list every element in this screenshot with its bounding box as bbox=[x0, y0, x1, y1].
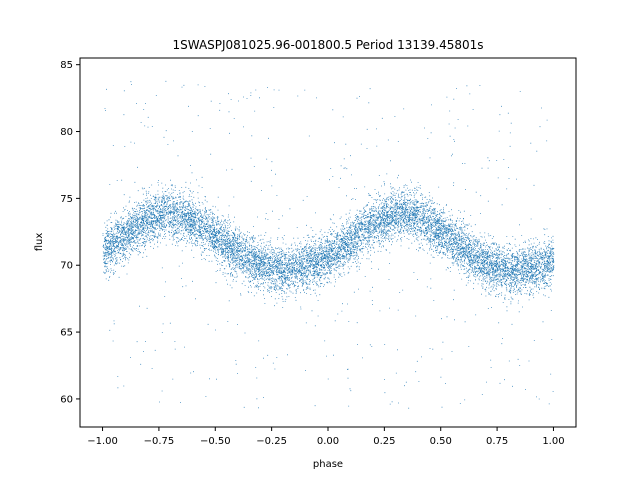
x-tick-label: −0.25 bbox=[256, 436, 287, 447]
y-tick-label: 60 bbox=[60, 394, 73, 405]
y-tick-label: 65 bbox=[60, 328, 73, 339]
y-axis-ticks: 60 65 70 75 80 85 bbox=[60, 60, 80, 405]
x-tick-label: 0.25 bbox=[373, 436, 395, 447]
x-axis-label: phase bbox=[313, 459, 343, 470]
x-tick-label: 1.00 bbox=[542, 436, 564, 447]
chart-title: 1SWASPJ081025.96-001800.5 Period 13139.4… bbox=[172, 38, 483, 52]
y-tick-label: 70 bbox=[60, 261, 73, 272]
y-axis-label: flux bbox=[34, 233, 45, 252]
x-tick-label: −0.50 bbox=[200, 436, 231, 447]
x-tick-label: −0.75 bbox=[144, 436, 175, 447]
x-axis-ticks: −1.00 −0.75 −0.50 −0.25 0.00 0.25 0.50 0.75 1.00 bbox=[87, 427, 565, 447]
y-tick-label: 85 bbox=[60, 60, 73, 71]
x-tick-label: 0.00 bbox=[317, 436, 339, 447]
x-tick-label: 0.50 bbox=[430, 436, 452, 447]
x-tick-label: 0.75 bbox=[486, 436, 508, 447]
y-tick-label: 80 bbox=[60, 127, 73, 138]
y-tick-label: 75 bbox=[60, 194, 73, 205]
x-tick-label: −1.00 bbox=[87, 436, 118, 447]
